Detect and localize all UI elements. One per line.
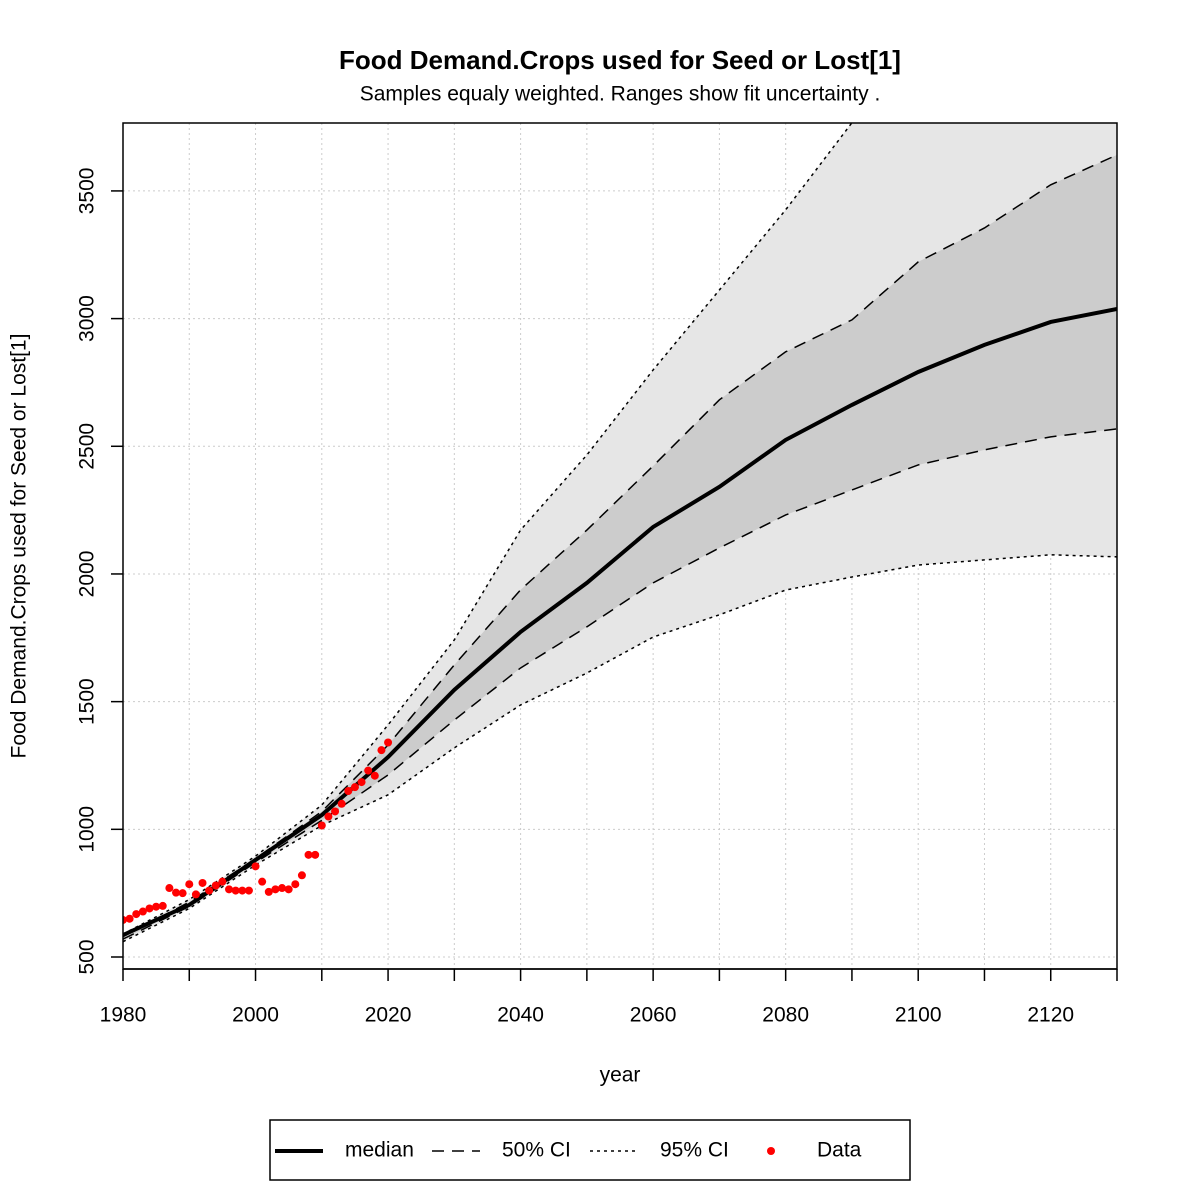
y-tick-label: 3500 <box>76 168 99 215</box>
data-point <box>331 807 340 816</box>
legend-label: Data <box>817 1139 862 1162</box>
legend-swatch <box>767 1147 775 1155</box>
x-tick-label: 1980 <box>100 1004 147 1027</box>
plot-area <box>123 123 1117 969</box>
x-tick-label: 2120 <box>1027 1004 1074 1027</box>
legend-label: 95% CI <box>660 1139 729 1162</box>
data-point <box>178 889 187 898</box>
data-point <box>145 904 154 913</box>
data-point <box>211 881 220 890</box>
ci-line <box>123 554 1117 943</box>
data-point <box>271 885 280 894</box>
x-tick-label: 2040 <box>497 1004 544 1027</box>
x-tick-label: 2000 <box>232 1004 279 1027</box>
data-point <box>251 862 260 871</box>
ci-band <box>123 154 1117 940</box>
y-tick-label: 500 <box>76 939 99 974</box>
data-point <box>284 885 293 894</box>
y-axis-label: Food Demand.Crops used for Seed or Lost[… <box>8 334 31 759</box>
data-point <box>350 783 359 792</box>
data-point <box>384 738 393 747</box>
data-point <box>337 799 346 808</box>
data-point <box>138 907 147 916</box>
legend-label: median <box>345 1139 414 1162</box>
data-point <box>311 850 320 859</box>
data-point <box>317 821 326 830</box>
data-point <box>297 871 306 880</box>
data-point <box>264 887 273 896</box>
data-point <box>278 884 287 893</box>
x-tick-label: 2080 <box>762 1004 809 1027</box>
data-point <box>344 787 353 796</box>
data-point <box>231 886 240 895</box>
legend-box <box>269 1119 911 1181</box>
chart-title: Food Demand.Crops used for Seed or Lost[… <box>339 45 901 75</box>
data-point <box>357 778 366 787</box>
y-tick-label: 1500 <box>76 678 99 725</box>
data-point <box>324 812 333 821</box>
data-point <box>258 877 267 886</box>
y-tick-label: 2500 <box>76 423 99 470</box>
x-tick-label: 2020 <box>365 1004 412 1027</box>
ci-line <box>123 428 1117 940</box>
y-tick-label: 2000 <box>76 551 99 598</box>
data-point <box>125 914 134 923</box>
y-tick-label: 3000 <box>76 295 99 342</box>
data-point <box>191 890 200 899</box>
data-point <box>244 886 253 895</box>
data-point <box>165 884 174 893</box>
data-point <box>218 877 227 886</box>
x-tick-label: 2100 <box>895 1004 942 1027</box>
data-point <box>377 746 386 755</box>
y-tick-label: 1000 <box>76 806 99 853</box>
ci-line <box>123 154 1117 938</box>
data-point <box>225 885 234 894</box>
data-point <box>132 910 141 919</box>
x-tick-label: 2060 <box>630 1004 677 1027</box>
legend-label: 50% CI <box>502 1139 571 1162</box>
data-point <box>185 880 194 889</box>
data-point <box>291 880 300 889</box>
data-point <box>152 902 161 911</box>
data-point <box>364 766 373 775</box>
data-point <box>304 850 313 859</box>
data-point <box>205 886 214 895</box>
x-axis-label: year <box>600 1064 641 1087</box>
median-line <box>123 306 1117 937</box>
data-point <box>158 901 167 910</box>
data-point <box>172 888 181 897</box>
data-point <box>370 771 379 780</box>
data-point <box>238 886 247 895</box>
data-point <box>198 878 207 887</box>
chart-subtitle: Samples equaly weighted. Ranges show fit… <box>360 83 881 106</box>
